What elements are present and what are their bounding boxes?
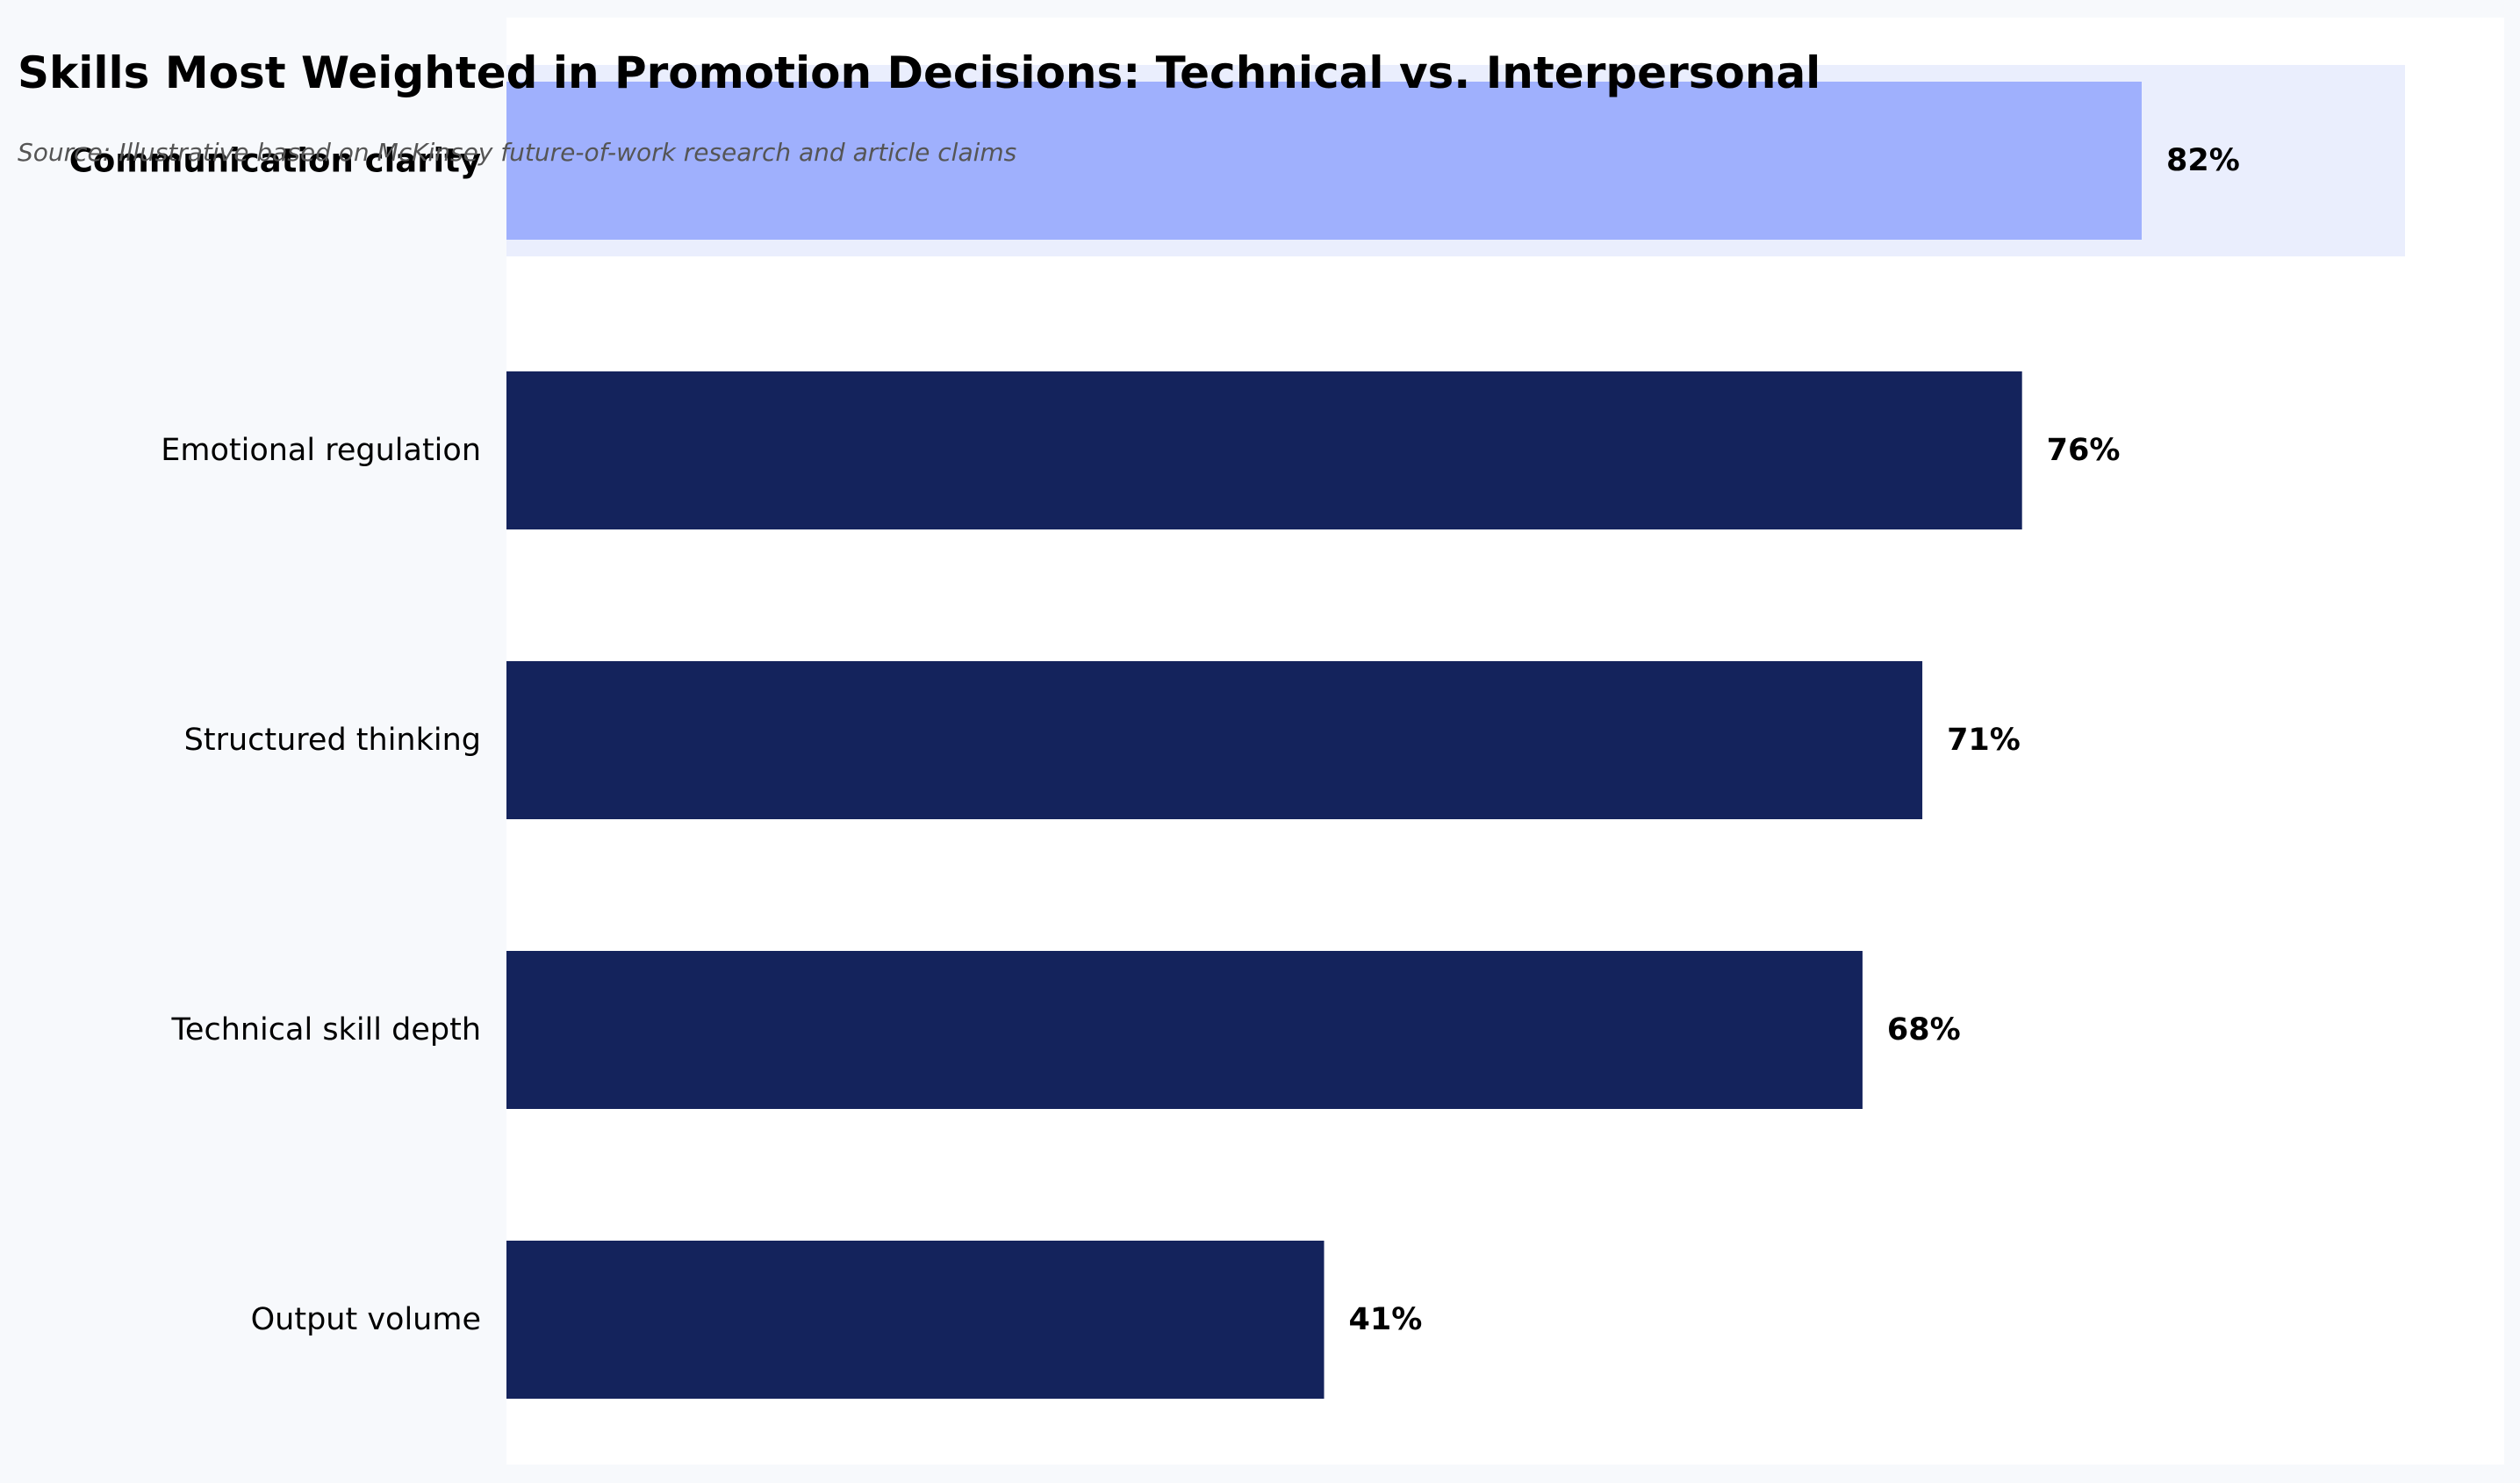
- bar-structured-thinking: [506, 661, 1923, 819]
- bar-communication-clarity: [506, 82, 2142, 240]
- chart-title: Skills Most Weighted in Promotion Decisi…: [18, 47, 1820, 98]
- category-label-output-volume: Output volume: [251, 1302, 481, 1337]
- category-label-communication-clarity: Communication clarity: [69, 142, 481, 180]
- value-label-structured-thinking: 71%: [1947, 723, 2021, 758]
- chart-subtitle: Source: Illustrative based on McKinsey f…: [18, 138, 1016, 167]
- bar-output-volume: [506, 1241, 1325, 1399]
- bars-layer: Communication clarity 82% Emotional regula…: [69, 65, 2405, 1399]
- value-label-emotional-regulation: 76%: [2047, 433, 2121, 468]
- category-label-structured-thinking: Structured thinking: [184, 723, 481, 758]
- bar-technical-skill-depth: [506, 951, 1863, 1109]
- bar-emotional-regulation: [506, 371, 2022, 529]
- value-label-communication-clarity: 82%: [2166, 143, 2240, 178]
- value-label-output-volume: 41%: [1349, 1302, 1423, 1337]
- category-label-technical-skill-depth: Technical skill depth: [170, 1012, 481, 1047]
- value-label-technical-skill-depth: 68%: [1887, 1012, 1961, 1047]
- category-label-emotional-regulation: Emotional regulation: [161, 433, 481, 468]
